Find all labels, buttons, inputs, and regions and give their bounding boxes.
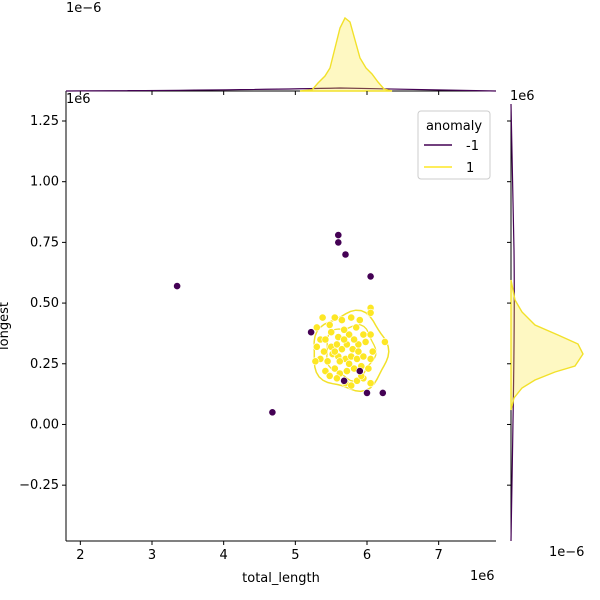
top-marginal-ticks: [79, 91, 440, 95]
point-anomaly-pos: [330, 364, 339, 373]
point-anomaly-pos: [321, 367, 330, 375]
x-tick-label: 2: [76, 548, 84, 563]
top-marginal: 1e−6: [65, 1, 497, 95]
x-tick-label: 7: [435, 548, 443, 563]
point-anomaly-pos: [323, 357, 332, 366]
x-tick-label: 4: [220, 548, 228, 563]
point-anomaly-pos: [337, 316, 346, 324]
x-tick-label: 5: [291, 548, 299, 563]
point-anomaly-pos: [355, 316, 364, 324]
point-anomaly-pos: [361, 337, 370, 346]
scatter-points: [173, 231, 389, 417]
point-anomaly-pos: [366, 330, 375, 339]
legend-frame: [417, 110, 491, 180]
point-anomaly-pos: [366, 354, 375, 363]
x-axis-label: total_length: [242, 571, 320, 586]
point-anomaly-neg: [366, 272, 375, 281]
point-anomaly-pos: [359, 352, 368, 361]
legend: anomaly -1 1: [417, 110, 491, 180]
point-anomaly-pos: [364, 364, 373, 373]
point-anomaly-pos: [345, 359, 353, 368]
point-anomaly-pos: [330, 313, 339, 322]
y-axis-ticks: −0.25 0.00 0.25 0.50 0.75 1.00 1.25: [19, 114, 66, 493]
point-anomaly-pos: [327, 328, 336, 337]
point-anomaly-pos: [347, 313, 356, 322]
legend-label-anomaly-pos: 1: [466, 161, 474, 176]
point-anomaly-pos: [337, 345, 346, 354]
y-tick-label: 0.00: [30, 417, 59, 432]
point-anomaly-pos: [325, 320, 334, 329]
point-anomaly-neg: [173, 282, 181, 290]
legend-label-anomaly-neg: -1: [466, 139, 479, 154]
point-anomaly-neg: [341, 250, 350, 259]
point-anomaly-pos: [340, 325, 348, 334]
right-marginal-density-anomaly-neg: [510, 103, 515, 542]
point-anomaly-neg: [378, 388, 387, 397]
point-anomaly-neg: [340, 376, 348, 385]
point-anomaly-neg: [334, 231, 343, 239]
point-anomaly-pos: [332, 374, 341, 383]
point-anomaly-pos: [342, 367, 351, 375]
point-anomaly-pos: [368, 347, 377, 356]
point-anomaly-pos: [366, 379, 375, 388]
point-anomaly-pos: [352, 323, 361, 332]
y-tick-label: 1.00: [30, 175, 59, 190]
point-anomaly-pos: [335, 357, 344, 366]
point-anomaly-pos: [366, 308, 375, 317]
point-anomaly-pos: [320, 347, 328, 356]
y-tick-label: 0.50: [30, 296, 59, 311]
right-top-offset-label: 1e6: [510, 89, 535, 104]
point-anomaly-pos: [354, 347, 363, 356]
point-anomaly-pos: [321, 335, 330, 344]
point-anomaly-pos: [359, 330, 368, 339]
point-anomaly-pos: [325, 371, 334, 380]
point-anomaly-neg: [355, 367, 364, 375]
right-marginal-offset-label: 1e−6: [549, 545, 584, 560]
y-axis-label: longest: [0, 302, 12, 350]
point-anomaly-pos: [312, 323, 321, 332]
point-anomaly-pos: [380, 337, 389, 346]
y-tick-label: 1.25: [30, 114, 59, 129]
main-axes: [65, 91, 496, 542]
point-anomaly-neg: [363, 388, 371, 397]
top-marginal-offset-label: 1e−6: [66, 1, 101, 16]
point-anomaly-pos: [311, 357, 320, 366]
point-anomaly-pos: [330, 347, 339, 356]
y-offset-label: 1e6: [66, 92, 91, 107]
point-anomaly-pos: [318, 313, 327, 322]
point-anomaly-pos: [340, 335, 348, 344]
x-tick-label: 6: [363, 548, 371, 563]
top-marginal-density-anomaly-pos: [299, 16, 393, 92]
point-anomaly-pos: [312, 342, 321, 351]
y-tick-label: 0.75: [30, 235, 59, 250]
point-anomaly-pos: [347, 381, 356, 390]
x-axis-ticks: 2 3 4 5 6 7: [76, 541, 443, 563]
x-tick-label: 3: [148, 548, 156, 563]
point-anomaly-neg: [307, 328, 315, 337]
point-anomaly-pos: [350, 335, 358, 344]
x-offset-label: 1e6: [470, 569, 495, 584]
right-marginal-ticks: [507, 120, 511, 486]
point-anomaly-pos: [332, 340, 341, 349]
point-anomaly-neg: [334, 238, 343, 247]
right-marginal-density-anomaly-pos: [510, 279, 584, 411]
point-anomaly-neg: [268, 408, 277, 417]
top-marginal-density-anomaly-neg: [65, 87, 497, 92]
legend-title: anomaly: [426, 119, 482, 134]
point-anomaly-pos: [345, 330, 353, 339]
y-tick-label: −0.25: [19, 478, 59, 493]
right-marginal: 1e6 1e−6: [507, 89, 584, 560]
y-tick-label: 0.25: [30, 357, 59, 372]
